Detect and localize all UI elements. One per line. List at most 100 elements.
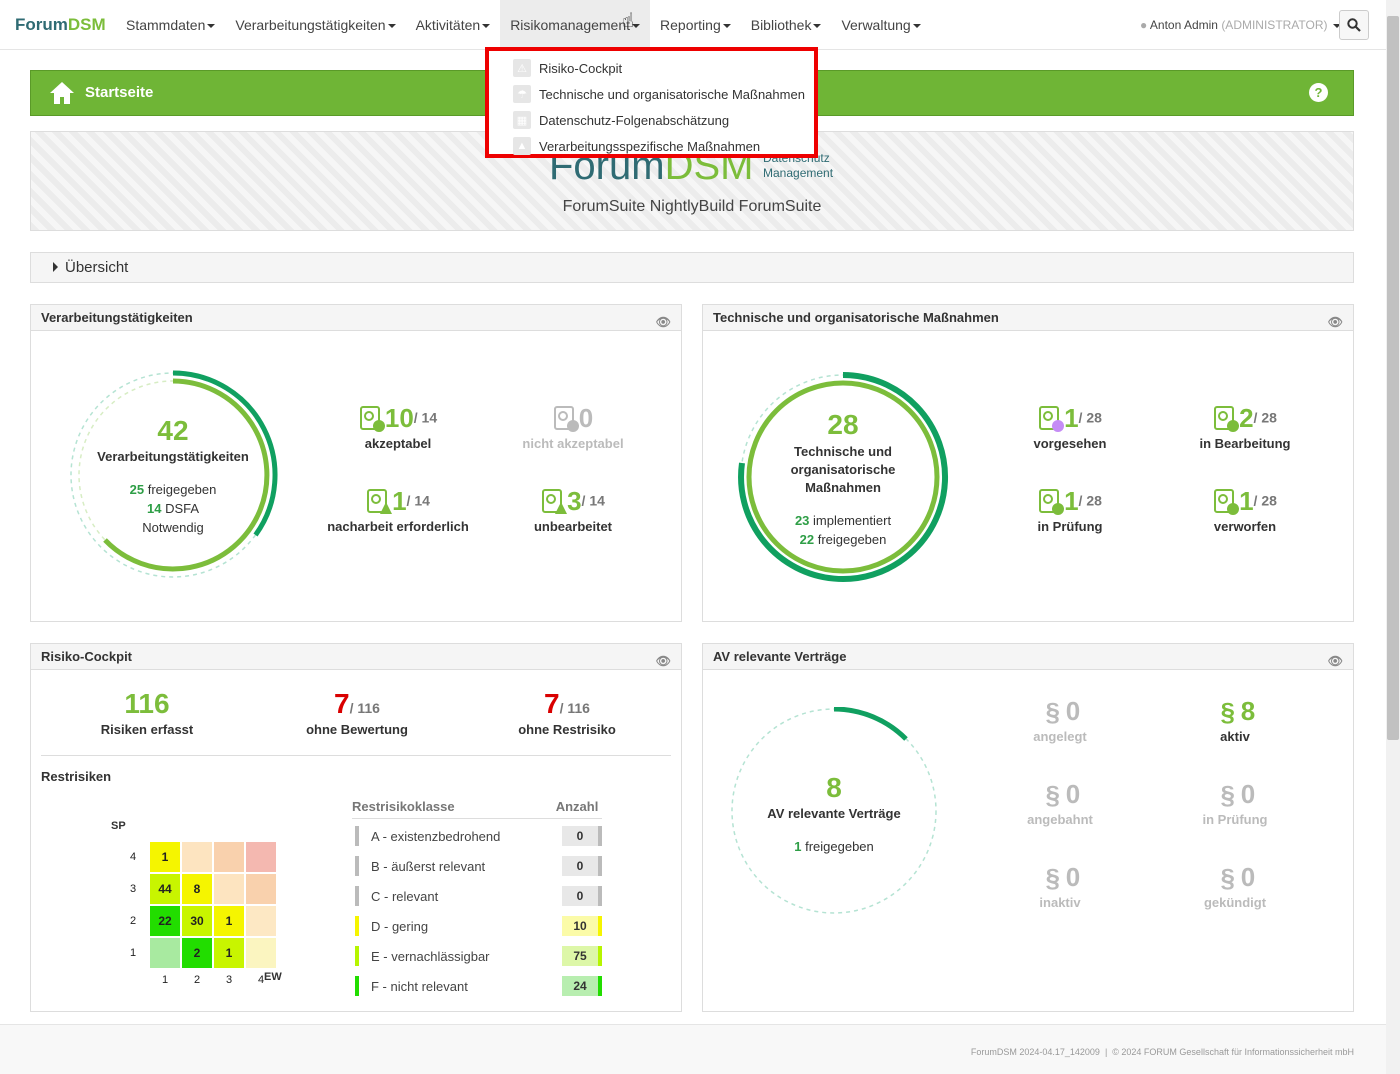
nav-bibliothek[interactable]: Bibliothek <box>741 0 832 50</box>
stat-vorgesehen[interactable]: 1/ 28 vorgesehen <box>1033 403 1107 451</box>
matrix-cell[interactable]: 44 <box>150 874 180 904</box>
matrix-row-label: 1 <box>129 947 137 959</box>
matrix-cell[interactable] <box>182 842 212 872</box>
stat-ohne-restrisiko[interactable]: 7/ 116 ohne Restrisiko <box>518 688 616 737</box>
matrix-cell[interactable]: 1 <box>214 906 244 936</box>
matrix-col-label: 1 <box>161 974 169 986</box>
doc-edit-icon <box>1214 405 1240 432</box>
doc-warning-icon <box>367 488 393 514</box>
stat-nacharbeit[interactable]: 1/ 14 nacharbeit erforderlich <box>327 486 469 534</box>
class-label: C - relevant <box>371 888 439 904</box>
matrix-cell[interactable] <box>246 874 276 904</box>
user-menu[interactable]: ● Anton Admin (ADMINISTRATOR) <box>1140 18 1341 32</box>
calculator-icon: ▦ <box>513 111 531 129</box>
class-label: A - existenzbedrohend <box>371 828 501 844</box>
restrisiko-row[interactable]: B - äußerst relevant 0 <box>352 851 602 881</box>
matrix-cell[interactable] <box>246 842 276 872</box>
umbrella-icon: ☂ <box>513 85 531 103</box>
stat-risiken-erfasst[interactable]: 116 Risiken erfasst <box>100 688 194 737</box>
av-stat-0[interactable]: § 0 angelegt <box>1033 696 1087 744</box>
stat-ohne-bewertung[interactable]: 7/ 116 ohne Bewertung <box>306 688 408 737</box>
nav-aktivitaeten[interactable]: Aktivitäten <box>406 0 501 50</box>
matrix-cell[interactable]: 22 <box>150 906 180 936</box>
stat-nicht-akzeptabel[interactable]: 0 nicht akzeptabel <box>522 403 624 451</box>
stat-in-pruefung[interactable]: 1/ 28 in Prüfung <box>1037 486 1103 534</box>
caret-down-icon <box>722 24 731 29</box>
caret-down-icon <box>1332 23 1341 28</box>
restrisiko-row[interactable]: C - relevant 0 <box>352 881 602 911</box>
warning-icon: ⚠ <box>513 59 531 77</box>
nav-verwaltung[interactable]: Verwaltung <box>831 0 930 50</box>
class-count: 0 <box>562 826 602 846</box>
stat-verworfen[interactable]: 1/ 28 verworfen <box>1213 486 1277 534</box>
help-icon[interactable]: ? <box>1309 83 1328 102</box>
caret-right-icon <box>53 262 58 272</box>
doc-warning-icon <box>542 488 568 514</box>
restrisiko-row[interactable]: D - gering 10 <box>352 911 602 941</box>
matrix-cell[interactable]: 30 <box>182 906 212 936</box>
stat-in-bearbeitung[interactable]: 2/ 28 in Bearbeitung <box>1199 403 1291 451</box>
av-stat-3[interactable]: § 0 in Prüfung <box>1202 779 1268 827</box>
brand-logo[interactable]: ForumDSM <box>15 15 106 34</box>
eye-slash-icon[interactable]: 👁 <box>655 315 671 329</box>
class-color-bar <box>355 946 359 966</box>
caret-down-icon <box>482 24 491 29</box>
nav-stammdaten[interactable]: Stammdaten <box>116 0 225 50</box>
matrix-col-label: 3 <box>225 974 233 986</box>
matrix-cell[interactable]: 1 <box>214 938 244 968</box>
doc-question-icon <box>1039 488 1065 515</box>
restrisiko-row[interactable]: E - vernachlässigbar 75 <box>352 941 602 971</box>
nav-risikomanagement[interactable]: Risikomanagement <box>500 0 651 50</box>
matrix-row-label: 2 <box>129 915 137 927</box>
menu-item-risiko-cockpit[interactable]: ⚠ Risiko-Cockpit <box>489 55 814 81</box>
eye-slash-icon[interactable]: 👁 <box>1327 654 1343 668</box>
panel-title: Technische und organisatorische Maßnahme… <box>703 305 1353 331</box>
matrix-cell[interactable]: 1 <box>150 842 180 872</box>
av-stat-1[interactable]: § 8 aktiv <box>1155 696 1315 744</box>
search-button[interactable] <box>1339 10 1369 40</box>
class-count: 0 <box>562 886 602 906</box>
av-donut <box>731 707 937 914</box>
doc-dot-icon <box>1039 405 1065 432</box>
stat-akzeptabel[interactable]: 10/ 14 akzeptabel <box>318 403 478 451</box>
class-label: F - nicht relevant <box>371 978 468 994</box>
matrix-cell[interactable] <box>150 938 180 968</box>
matrix-cell[interactable] <box>246 906 276 936</box>
matrix-cell[interactable] <box>246 938 276 968</box>
matrix-row-label: 4 <box>129 851 137 863</box>
restrisiken-heading: Restrisiken <box>41 769 112 784</box>
home-icon <box>50 82 74 104</box>
main-nav: Stammdaten Verarbeitungstätigkeiten Akti… <box>116 0 931 50</box>
menu-item-verarbeitungsspezifisch[interactable]: ▲ Verarbeitungsspezifische Maßnahmen <box>489 133 814 159</box>
paragraph-cancel-icon: § <box>1220 862 1235 893</box>
stat-unbearbeitet[interactable]: 3/ 14 unbearbeitet <box>533 486 612 534</box>
panel-title: Verarbeitungstätigkeiten 👁 <box>31 305 681 331</box>
matrix-cell[interactable] <box>214 874 244 904</box>
av-stat-2[interactable]: § 0 angebahnt <box>1027 779 1093 827</box>
menu-item-dsfa[interactable]: ▦ Datenschutz-Folgenabschätzung <box>489 107 814 133</box>
banner-subtitle: ForumSuite NightlyBuild ForumSuite <box>562 198 822 215</box>
tom-donut-text: 28 Technische und organisatorische Maßna… <box>790 409 896 547</box>
truck-icon: ▲ <box>513 137 531 155</box>
matrix-cell[interactable]: 8 <box>182 874 212 904</box>
restrisiko-row[interactable]: F - nicht relevant 24 <box>352 971 602 1001</box>
nav-reporting[interactable]: Reporting <box>650 0 741 50</box>
nav-verarbeitungstaetigkeiten[interactable]: Verarbeitungstätigkeiten <box>225 0 405 50</box>
caret-down-icon <box>207 24 216 29</box>
matrix-cell[interactable] <box>214 842 244 872</box>
scrollbar-thumb[interactable] <box>1387 16 1399 740</box>
paragraph-play-icon: § <box>1220 696 1235 727</box>
class-count: 24 <box>562 976 602 996</box>
matrix-cell[interactable]: 2 <box>182 938 212 968</box>
footer: ForumDSM 2024-04.17_142009 | © 2024 FORU… <box>0 1024 1386 1074</box>
user-role: (ADMINISTRATOR) <box>1221 18 1328 32</box>
panel-title: Risiko-Cockpit 👁 <box>31 644 681 670</box>
av-stat-5[interactable]: § 0 gekündigt <box>1203 862 1267 910</box>
eye-slash-icon[interactable]: 👁 <box>1327 315 1343 329</box>
restrisiko-row[interactable]: A - existenzbedrohend 0 <box>352 821 602 851</box>
overview-toggle[interactable]: Übersicht <box>30 252 1354 283</box>
menu-item-tom[interactable]: ☂ Technische und organisatorische Maßnahm… <box>489 81 814 107</box>
paragraph-chat-icon: § <box>1045 779 1060 810</box>
av-stat-4[interactable]: § 0 inaktiv <box>1039 862 1081 910</box>
eye-slash-icon[interactable]: 👁 <box>655 654 671 668</box>
